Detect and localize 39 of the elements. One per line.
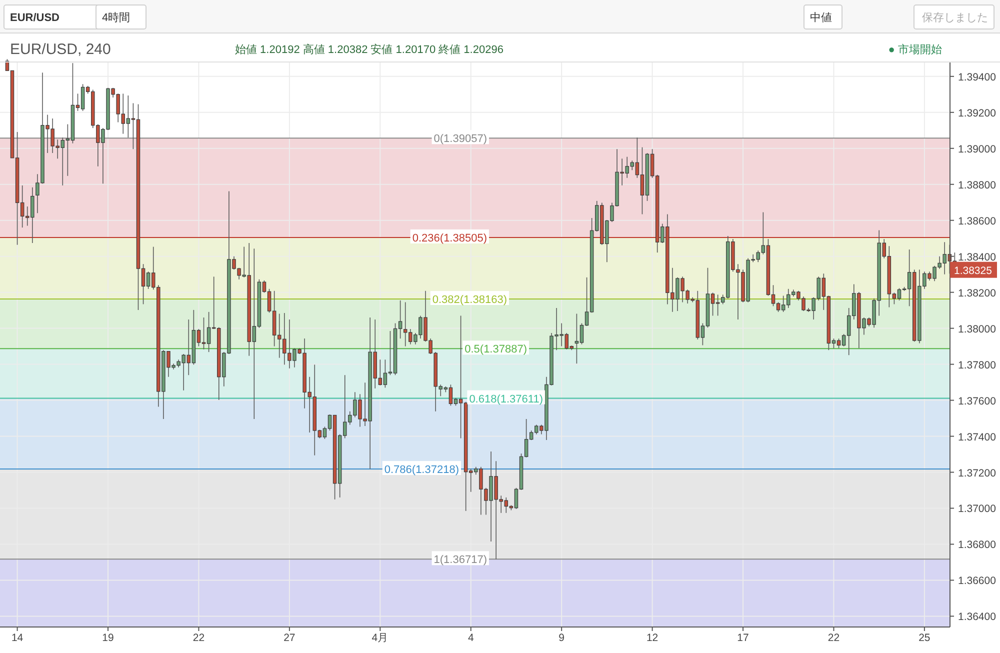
y-tick-label: 1.37000 xyxy=(958,503,996,516)
ref-line-label: 0.236(1.38505) xyxy=(412,232,487,244)
text: 1.38325 xyxy=(954,264,992,277)
toolbar: EUR/USD 4時間 中値 保存しました xyxy=(0,0,1000,34)
y-tick-label: 1.36800 xyxy=(958,539,996,552)
x-tick-label: 12 xyxy=(646,632,658,644)
y-tick-label: 1.36400 xyxy=(958,611,996,624)
x-tick-label: 22 xyxy=(828,632,840,644)
ref-line-label: 1(1.36717) xyxy=(434,554,487,566)
x-tick-label: 27 xyxy=(284,632,296,644)
x-tick-label: 14 xyxy=(11,632,24,644)
chart-title: EUR/USD, 240 xyxy=(10,41,111,58)
y-tick-label: 1.36600 xyxy=(958,575,996,588)
y-tick-label: 1.38800 xyxy=(958,179,996,192)
ref-line-label: 0.786(1.37218) xyxy=(384,464,459,476)
x-tick-label: 22 xyxy=(192,632,205,644)
y-tick-label: 1.37200 xyxy=(958,467,996,480)
y-tick-label: 1.39200 xyxy=(958,107,996,120)
y-tick-label: 1.38600 xyxy=(958,215,996,228)
ref-line-label: 0.618(1.37611) xyxy=(469,393,543,406)
y-tick-label: 1.38400 xyxy=(958,251,996,264)
text: ● 市場開始 xyxy=(888,43,942,56)
y-tick-label: 1.38200 xyxy=(958,287,996,300)
x-tick-label: 9 xyxy=(558,632,565,644)
x-tick-label: 17 xyxy=(737,632,750,644)
y-tick-label: 1.37600 xyxy=(958,395,996,408)
x-tick-label: 25 xyxy=(918,632,930,644)
ref-line-label: 0.382(1.38163) xyxy=(432,294,507,306)
y-tick-label: 1.37400 xyxy=(958,431,996,444)
y-tick-label: 1.39000 xyxy=(958,143,996,156)
ref-line-label: 0.5(1.37887) xyxy=(464,344,527,356)
x-tick-label: 4 xyxy=(468,632,474,644)
x-tick-label: 4月 xyxy=(372,632,389,644)
x-tick-label: 19 xyxy=(102,632,114,644)
y-tick-label: 1.39400 xyxy=(958,71,996,84)
ref-line-label: 0(1.39057) xyxy=(434,133,487,146)
y-tick-label: 1.37800 xyxy=(958,359,996,372)
text: 始値 1.20192 高値 1.20382 安値 1.20170 終値 1.20296 xyxy=(235,43,504,56)
y-tick-label: 1.38000 xyxy=(958,323,996,336)
